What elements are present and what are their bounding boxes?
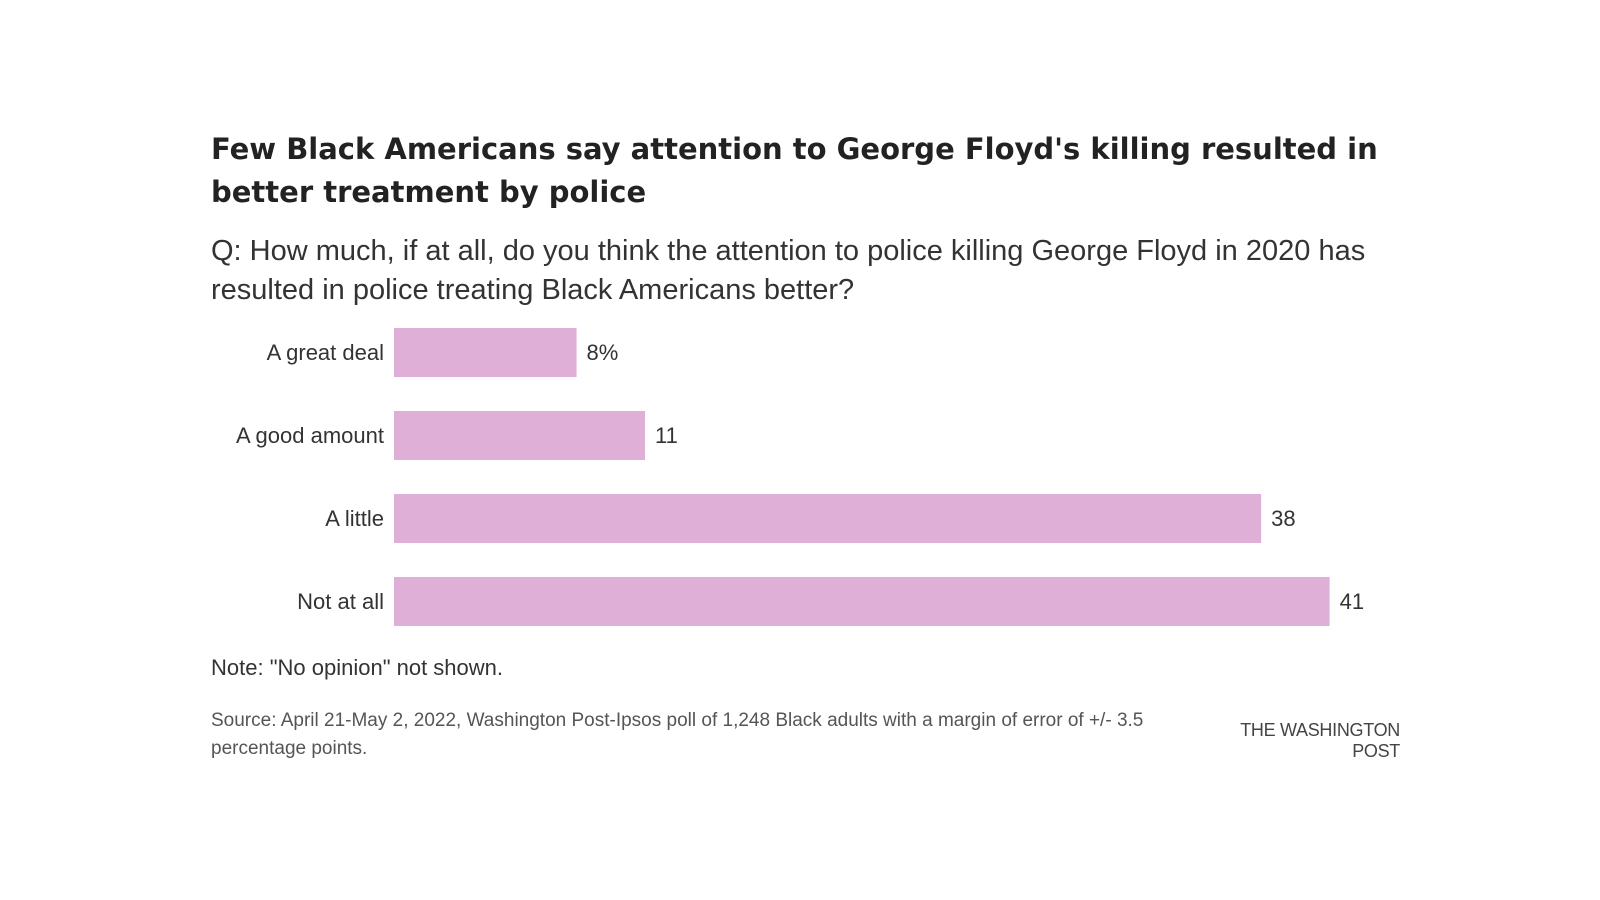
category-label: Not at all (297, 589, 384, 614)
bar (394, 577, 1330, 626)
category-label: A good amount (236, 423, 384, 448)
value-label: 8% (587, 340, 619, 365)
chart-note: Note: "No opinion" not shown. (211, 655, 504, 680)
bar (394, 494, 1262, 543)
bar (394, 411, 646, 460)
chart-source: Source: April 21-May 2, 2022, Washington… (211, 710, 1144, 759)
chart-title: Few Black Americans say attention to Geo… (211, 132, 1378, 209)
publisher-credit: THE WASHINGTON POST (1240, 720, 1400, 761)
value-label: 11 (655, 423, 678, 448)
chart-header: Few Black Americans say attention to Geo… (211, 128, 1401, 310)
value-label: 38 (1271, 506, 1295, 531)
category-label: A little (325, 506, 384, 531)
value-label: 41 (1340, 589, 1364, 614)
bar (394, 328, 577, 377)
category-label: A great deal (267, 340, 384, 365)
chart-subtitle: Q: How much, if at all, do you think the… (211, 235, 1366, 306)
